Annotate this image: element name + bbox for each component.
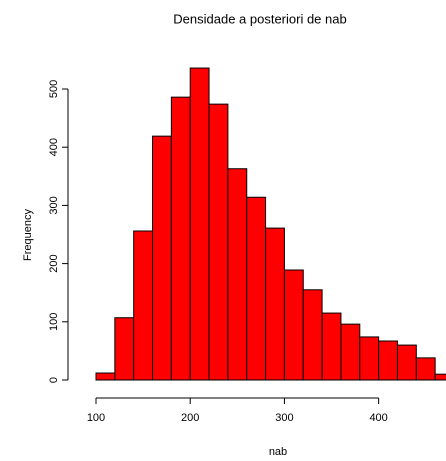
bar [340, 323, 361, 381]
bar [321, 312, 342, 381]
bar [283, 269, 304, 381]
y-tick-label: 200 [48, 254, 60, 272]
x-tick-label: 100 [87, 412, 105, 424]
bar [378, 340, 398, 381]
y-tick-label: 0 [48, 377, 60, 383]
bar [265, 227, 285, 381]
bar [95, 372, 116, 381]
y-tick-label: 400 [48, 138, 60, 156]
y-tick-label: 500 [48, 80, 60, 98]
x-tick-label: 200 [181, 412, 199, 424]
bar [189, 67, 210, 381]
bar [415, 357, 436, 381]
bar [359, 336, 380, 381]
bar [302, 289, 323, 381]
y-tick-label: 300 [48, 196, 60, 214]
bar [434, 373, 446, 381]
x-axis-label: nab [269, 446, 287, 458]
x-tick-label: 400 [369, 412, 387, 424]
y-tick-label: 100 [48, 313, 60, 331]
x-tick-label: 300 [275, 412, 293, 424]
chart-title: Densidade a posteriori de nab [173, 11, 346, 26]
bar [114, 317, 135, 381]
bar [246, 196, 267, 381]
bar [133, 230, 154, 381]
bar [396, 344, 417, 381]
y-axis-label: Frequency [22, 209, 34, 261]
bar [170, 96, 191, 381]
bar [227, 168, 248, 381]
bar [152, 135, 172, 381]
bar [208, 103, 229, 381]
